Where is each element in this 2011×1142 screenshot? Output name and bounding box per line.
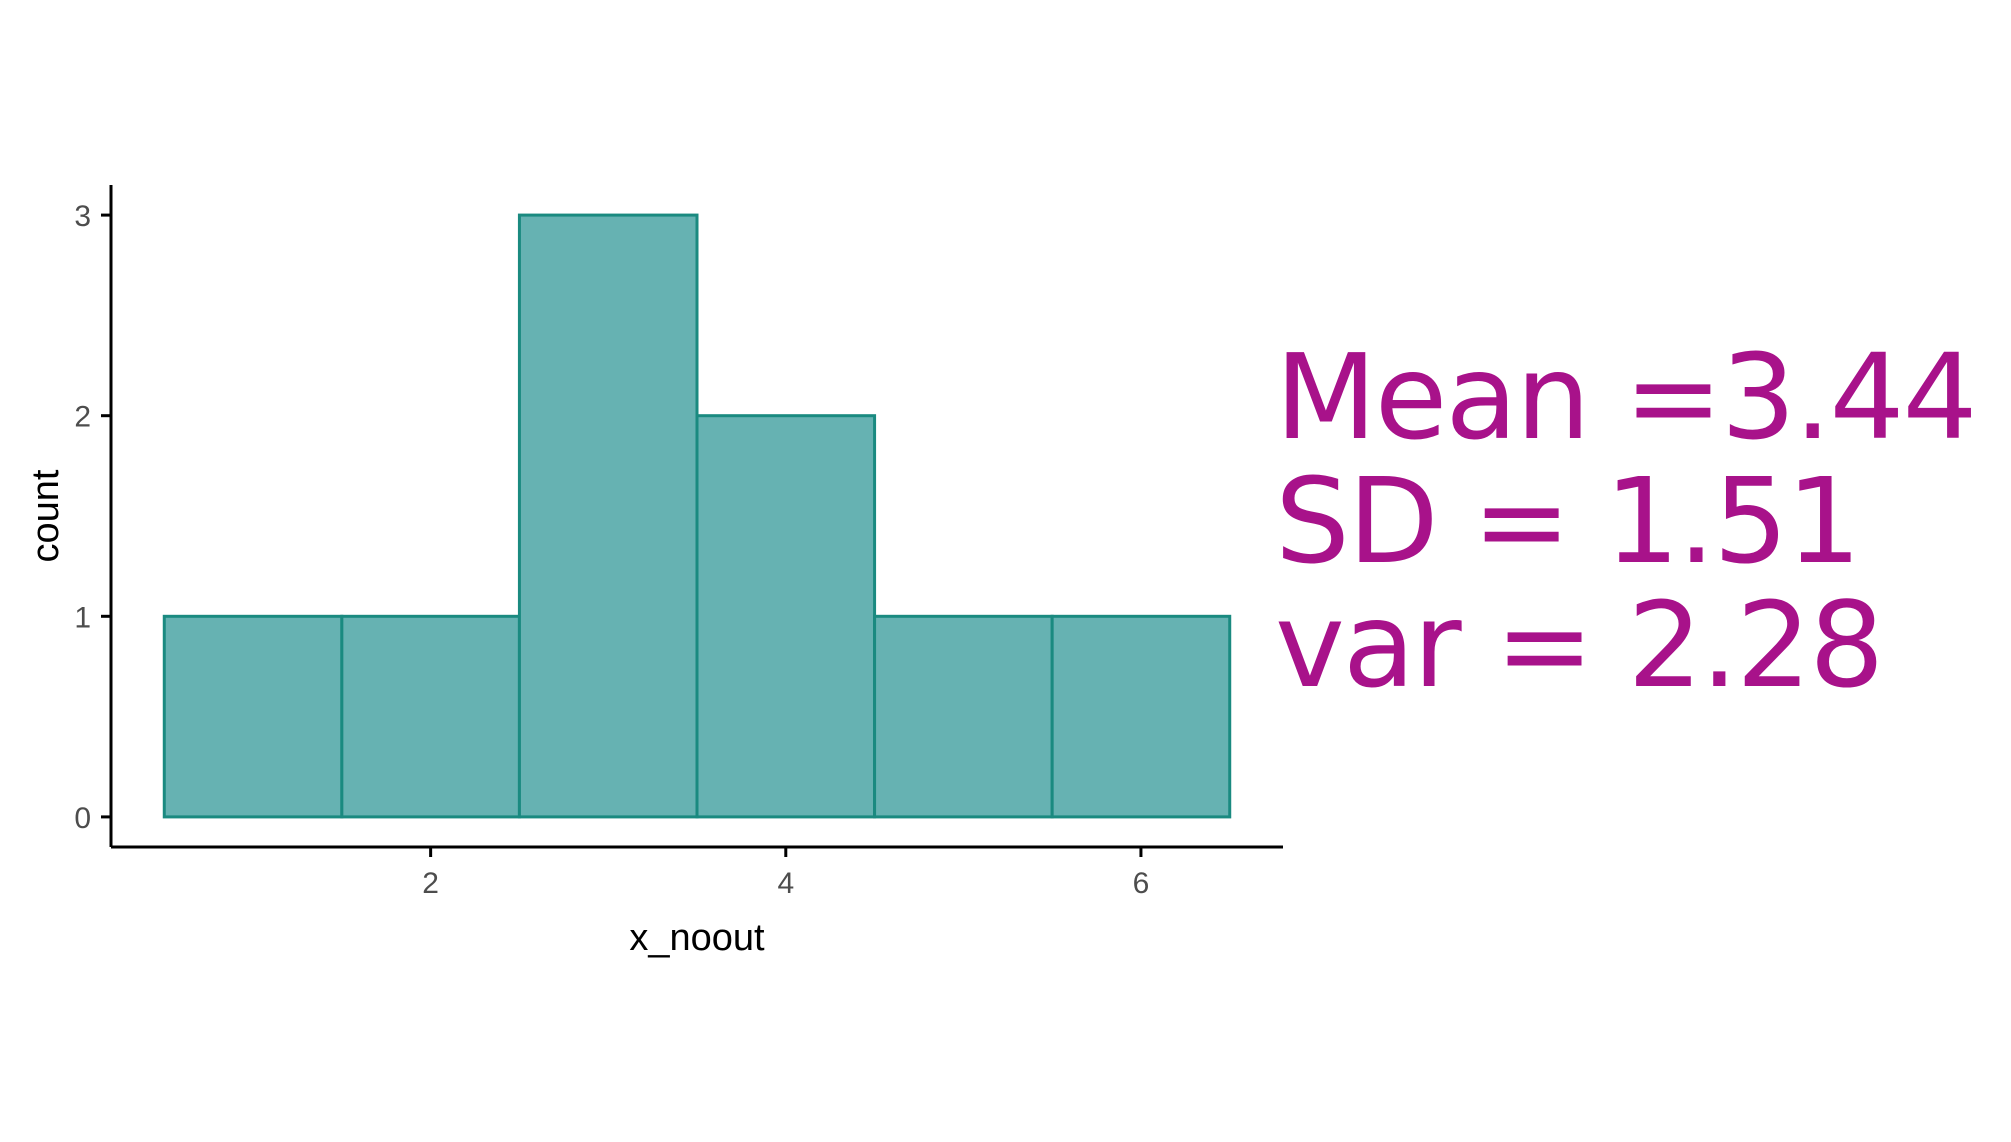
histogram-chart: 0 1 2 3 2 4 6 x_noout count (25, 185, 1283, 959)
y-tick-label: 3 (74, 200, 91, 233)
y-tick-label: 2 (74, 401, 91, 434)
x-ticks-layer: 2 4 6 (422, 847, 1149, 900)
histogram-bar-5 (873, 614, 1054, 819)
y-axis-title: count (25, 469, 67, 562)
bars-layer (162, 213, 1232, 819)
histogram-bar-1 (162, 614, 344, 819)
summary-statistics: Mean =3.44 SD = 1.51 var = 2.28 (1275, 328, 1978, 714)
y-tick-label: 1 (74, 601, 91, 634)
x-tick-label: 2 (422, 867, 439, 900)
mean-annotation: Mean =3.44 (1275, 328, 1978, 466)
y-tick-label: 0 (74, 802, 91, 835)
x-axis-title: x_noout (629, 917, 765, 959)
var-annotation: var = 2.28 (1275, 576, 1884, 714)
histogram-bar-2 (340, 614, 521, 819)
histogram-bar-3 (517, 213, 699, 819)
histogram-bar-6 (1050, 614, 1232, 819)
x-tick-label: 6 (1133, 867, 1150, 900)
y-ticks-layer: 0 1 2 3 (74, 200, 111, 835)
sd-annotation: SD = 1.51 (1275, 452, 1861, 590)
histogram-bar-4 (695, 414, 877, 819)
x-tick-label: 4 (777, 867, 794, 900)
